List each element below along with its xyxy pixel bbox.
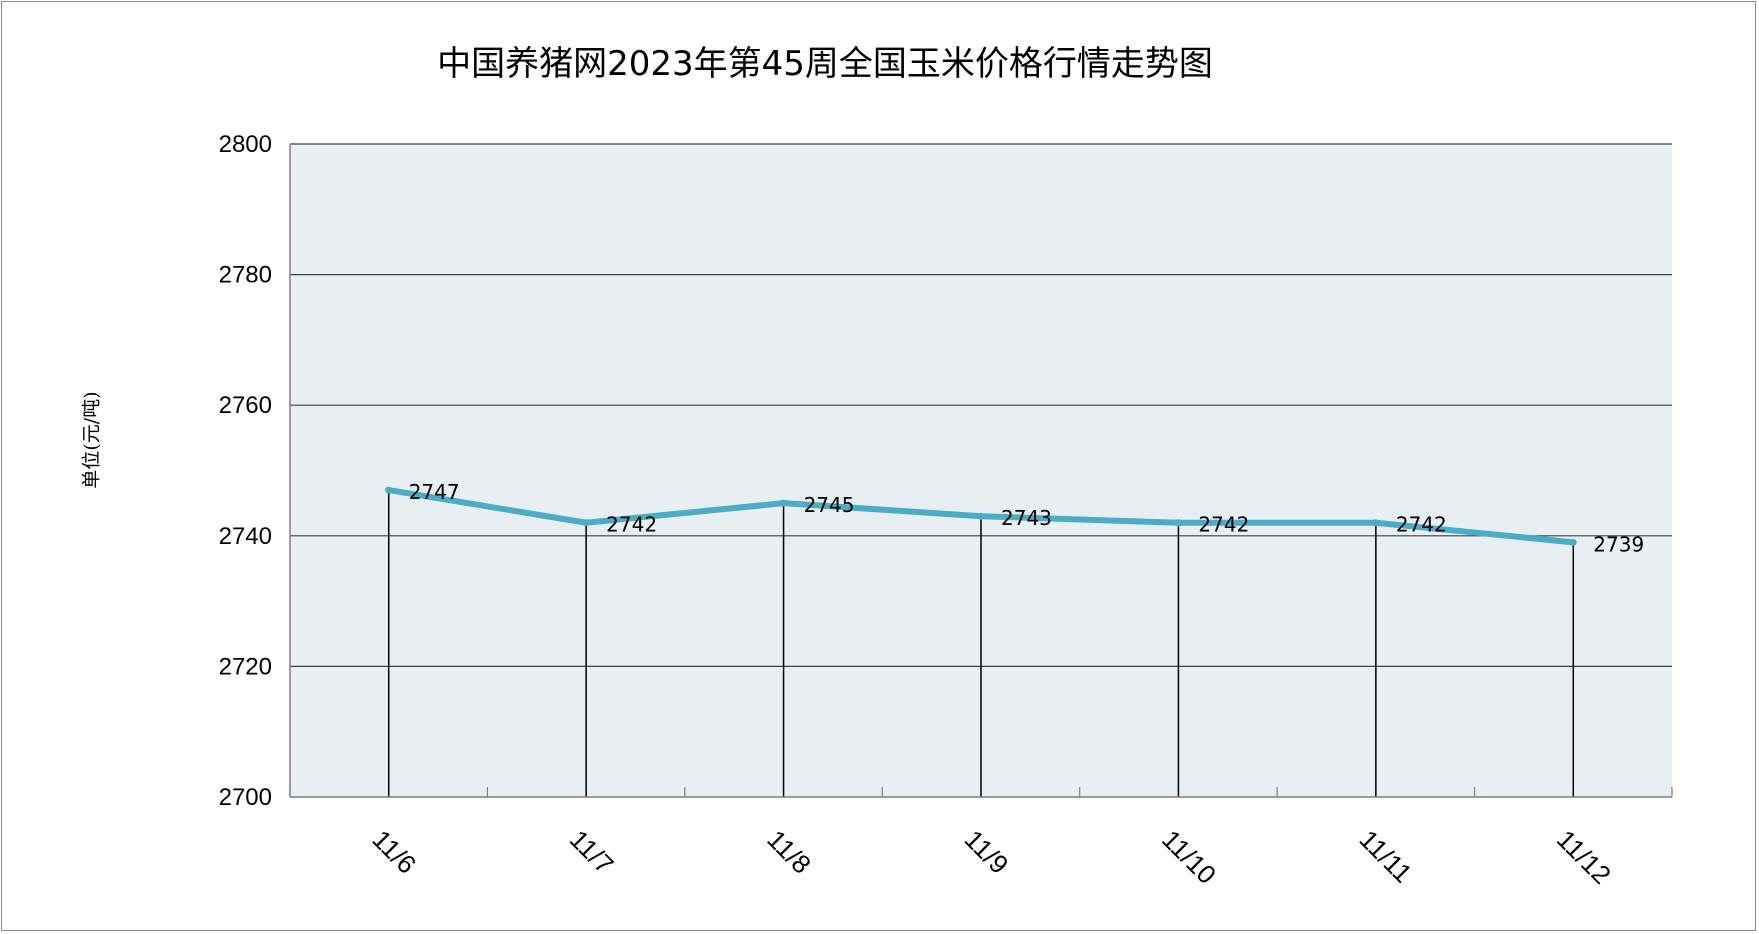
data-point — [385, 486, 393, 494]
chart-title: 中国养猪网2023年第45周全国玉米价格行情走势图 — [437, 44, 1213, 84]
drop-lines — [387, 490, 1575, 797]
x-tick-label: 11/9 — [959, 824, 1015, 880]
data-label: 2742 — [1396, 513, 1447, 537]
x-tick-label: 11/6 — [366, 824, 422, 880]
y-tick-label: 2720 — [219, 653, 272, 680]
x-tick-label: 11/7 — [564, 824, 620, 880]
y-tick-label: 2800 — [219, 131, 272, 158]
y-axis-ticks: 2700 2720 2740 2760 2780 2800 — [219, 131, 272, 811]
y-tick-label: 2760 — [219, 392, 272, 419]
data-label: 2745 — [804, 493, 855, 517]
axes — [289, 144, 1673, 798]
data-point — [1569, 538, 1577, 546]
y-tick-label: 2780 — [219, 262, 272, 289]
data-labels: 2747 2742 2745 2743 2742 2742 2739 — [409, 480, 1644, 556]
data-point — [582, 519, 590, 527]
x-axis-ticks: 11/6 11/7 11/8 11/9 11/10 11/11 11/12 — [366, 824, 1616, 890]
series-group — [385, 486, 1577, 546]
y-tick-label: 2740 — [219, 523, 272, 550]
data-label: 2742 — [606, 513, 657, 537]
data-label: 2743 — [1001, 506, 1052, 530]
data-point — [977, 512, 985, 520]
data-label: 2747 — [409, 480, 460, 504]
data-label: 2739 — [1593, 532, 1644, 556]
data-label: 2742 — [1198, 513, 1249, 537]
y-tick-label: 2700 — [219, 784, 272, 811]
x-tick-label: 11/12 — [1551, 824, 1617, 890]
data-point — [1174, 519, 1182, 527]
x-tick-label: 11/8 — [761, 824, 817, 880]
data-point — [1372, 519, 1380, 527]
data-point — [780, 499, 788, 507]
x-tick-label: 11/11 — [1354, 824, 1419, 889]
x-tick-label: 11/10 — [1156, 824, 1222, 890]
